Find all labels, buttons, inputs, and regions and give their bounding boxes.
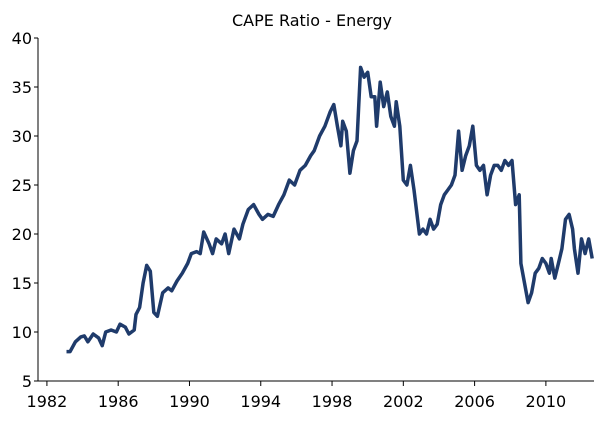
y-tick-label: 40 — [12, 29, 32, 48]
y-tick-label: 25 — [12, 176, 32, 195]
y-tick-label: 15 — [12, 274, 32, 293]
chart-title: CAPE Ratio - Energy — [232, 11, 392, 30]
x-tick-label: 1998 — [312, 392, 353, 411]
data-line — [66, 65, 594, 354]
x-tick-label: 1994 — [240, 392, 281, 411]
y-tick-label: 30 — [12, 127, 32, 146]
x-tick-label: 2010 — [526, 392, 567, 411]
x-tick-label: 2006 — [454, 392, 495, 411]
y-tick-label: 20 — [12, 225, 32, 244]
x-tick-label: 1986 — [98, 392, 139, 411]
x-tick-label: 1982 — [27, 392, 68, 411]
x-tick-label: 1990 — [169, 392, 210, 411]
y-tick-label: 5 — [22, 372, 32, 391]
y-tick-label: 35 — [12, 78, 32, 97]
y-tick-label: 10 — [12, 323, 32, 342]
x-tick-label: 2002 — [383, 392, 424, 411]
